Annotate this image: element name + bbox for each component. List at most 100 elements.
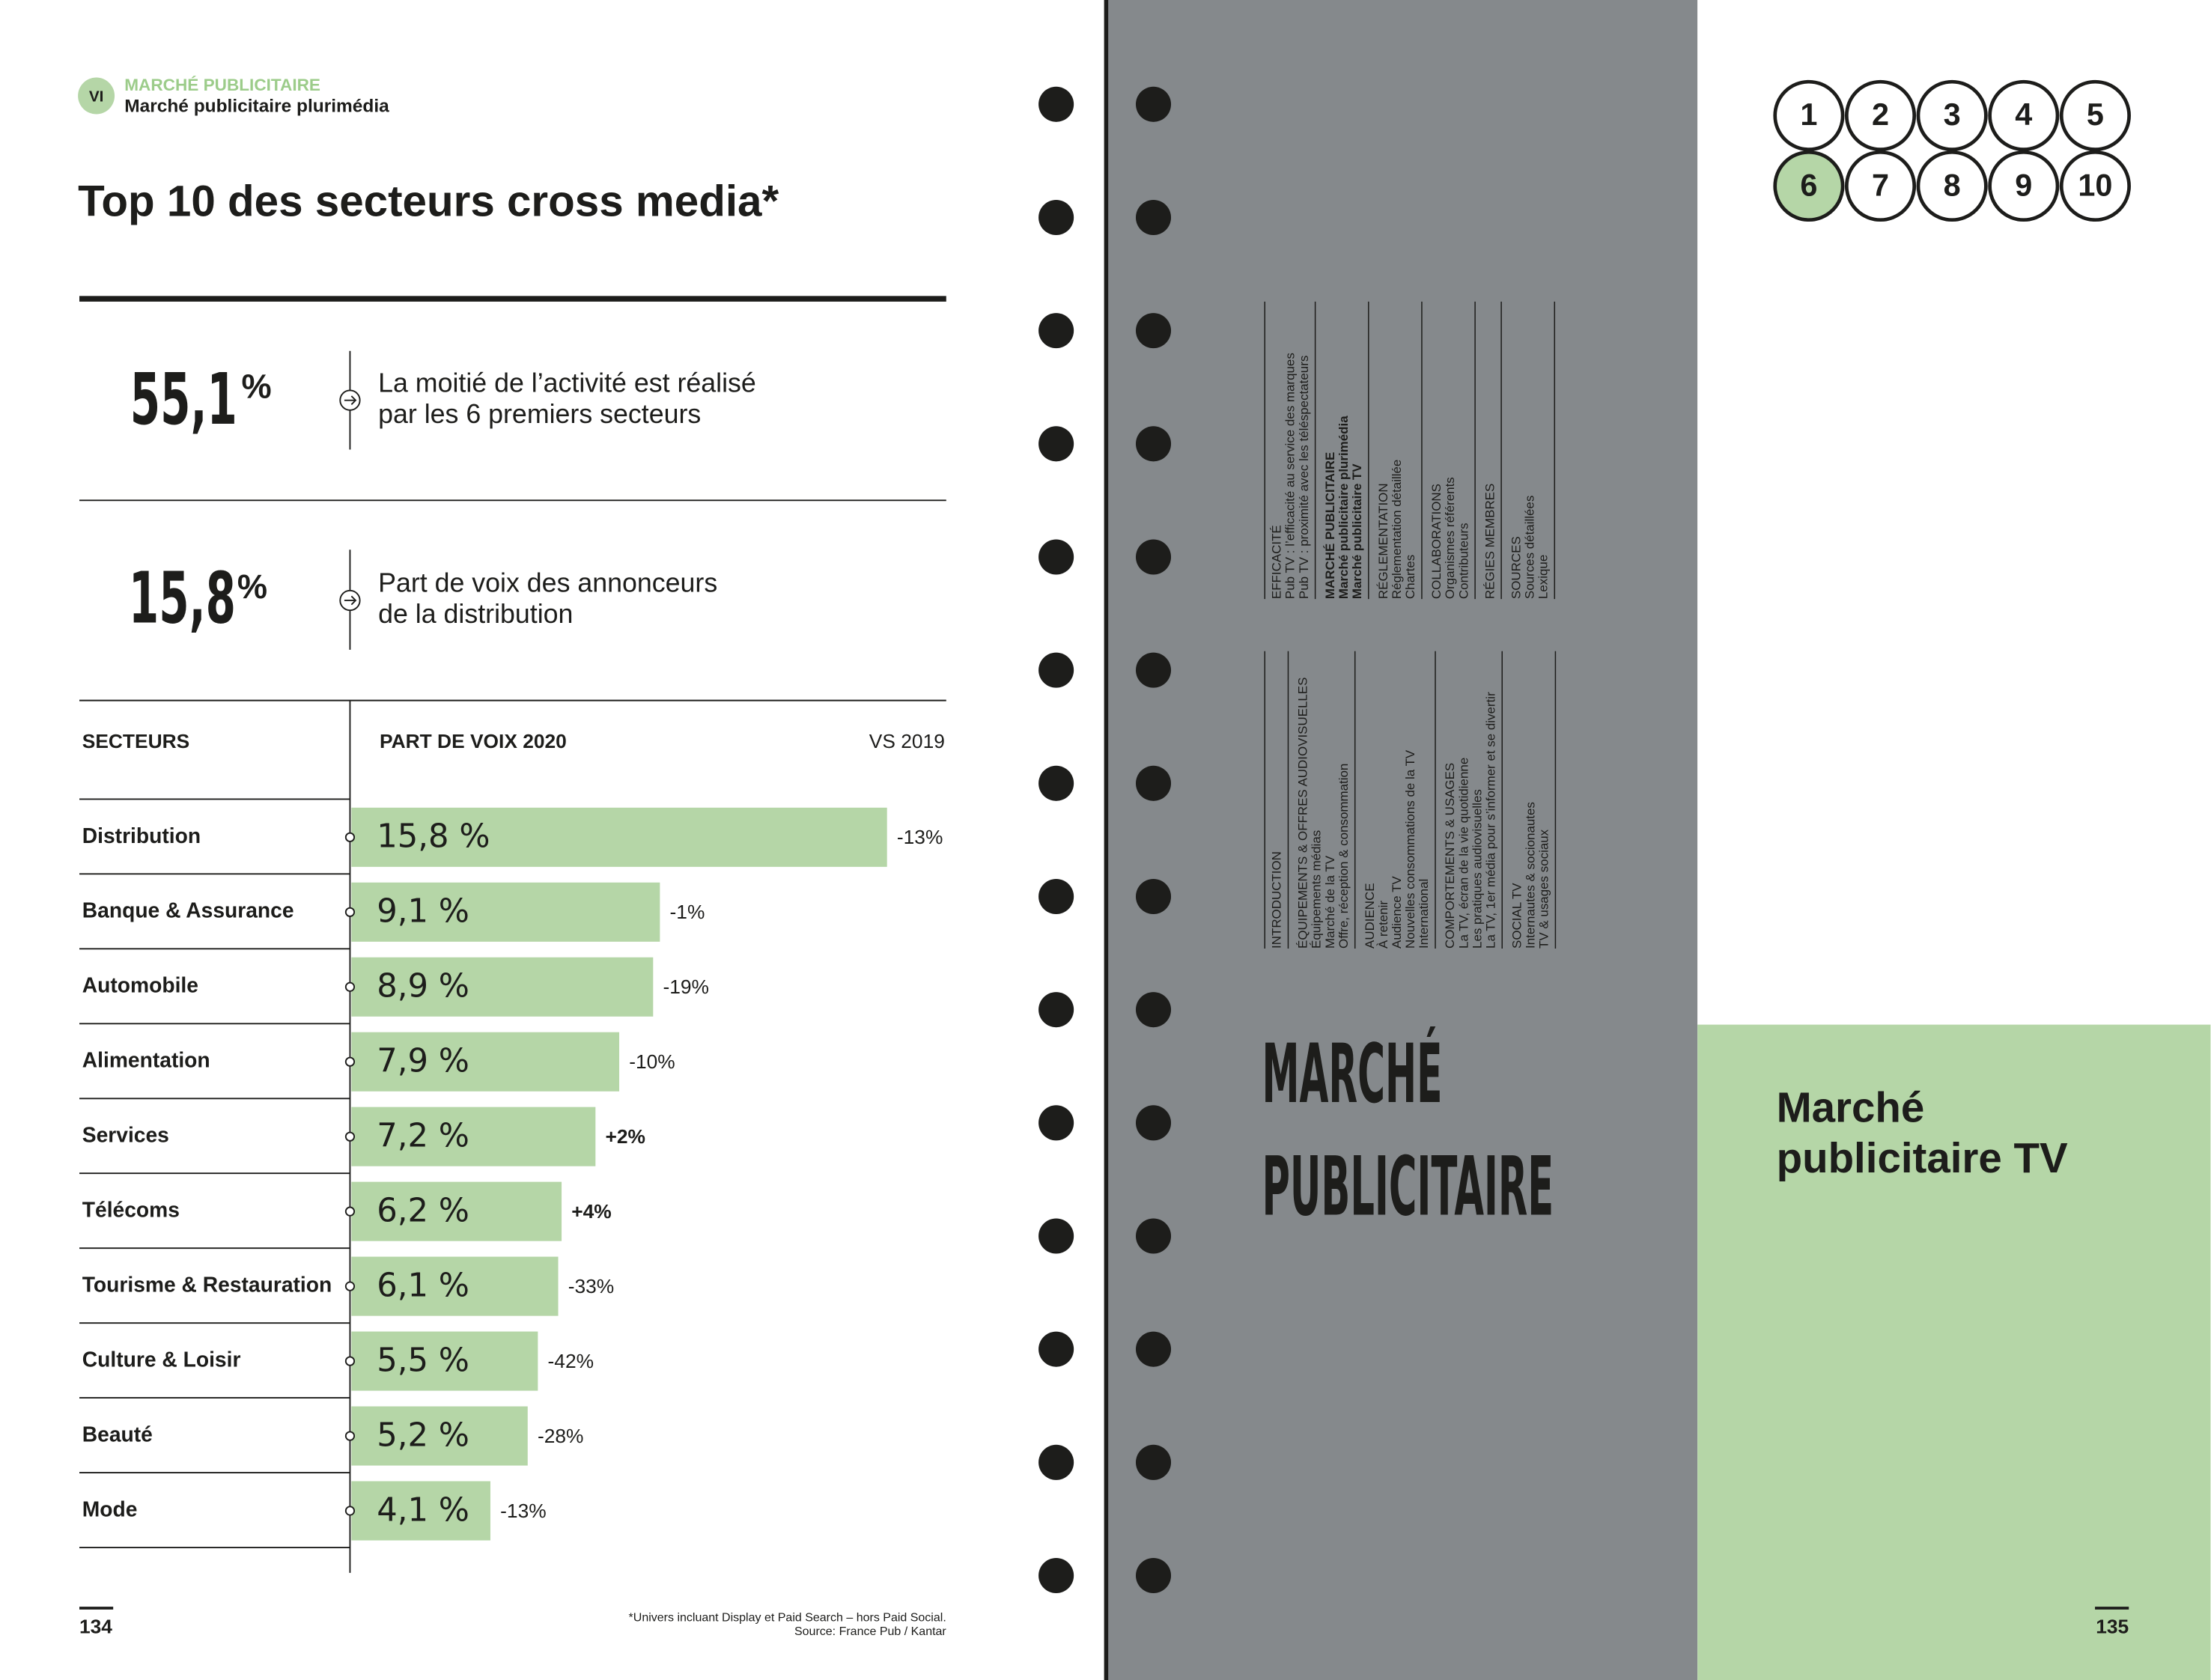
figure-text: de la distribution <box>378 599 573 629</box>
toc-entry: Internautes & socionautes <box>1523 802 1537 949</box>
binding-hole <box>1135 878 1172 915</box>
toc-entry: La TV, 1er média pour s’informer et se d… <box>1483 692 1497 949</box>
footnote: Source: France Pub / Kantar <box>794 1625 946 1638</box>
toc-entry: Équipements médias <box>1310 830 1324 949</box>
binding-hole <box>1135 1557 1172 1594</box>
binding-hole <box>1135 1105 1172 1141</box>
chapter-number: 1 <box>1800 97 1817 132</box>
figure-text: La moitié de l’activité est réalisé <box>378 368 756 398</box>
toc-entry: Audience TV <box>1390 876 1404 949</box>
binding-hole <box>1135 86 1172 122</box>
panel-title: publicitaire TV <box>1777 1134 2068 1181</box>
chapter-button <box>1773 150 1845 222</box>
value-label: 7,9 % <box>377 1043 469 1080</box>
page-number-rule <box>79 1607 114 1610</box>
change-label: -13% <box>500 1500 547 1522</box>
title-rule <box>79 296 946 302</box>
toc-entry: Marché publicitaire plurimédia <box>1336 416 1351 599</box>
change-label: -28% <box>538 1425 584 1447</box>
figure-text: par les 6 premiers secteurs <box>378 399 701 429</box>
toc-entry: Marché publicitaire TV <box>1350 463 1364 599</box>
chapter-number: 6 <box>1800 168 1817 202</box>
value-label: 6,1 % <box>377 1267 469 1304</box>
change-label: -19% <box>663 976 709 998</box>
toc-entry: MARCHÉ PUBLICITAIRE <box>1323 452 1337 599</box>
change-label: -33% <box>568 1275 615 1297</box>
toc-entry: Pub TV : proximité avec les téléspectate… <box>1297 356 1311 599</box>
toc-entry: Contributeurs <box>1456 523 1471 599</box>
category-label: Tourisme & Restauration <box>82 1273 332 1297</box>
chapter-number: 7 <box>1872 168 1889 202</box>
bar <box>351 1107 596 1166</box>
row-dot <box>344 1131 356 1142</box>
value-label: 8,9 % <box>377 968 469 1005</box>
row-dot <box>344 981 356 992</box>
bar <box>351 1481 490 1541</box>
chapter-number: 3 <box>1944 97 1961 132</box>
binding-hole <box>1135 652 1172 688</box>
binding-hole <box>1038 878 1074 915</box>
row-dot <box>344 1056 356 1067</box>
category-label: Culture & Loisir <box>82 1348 241 1372</box>
binding-hole <box>1135 1444 1172 1480</box>
section-badge <box>78 77 115 115</box>
chapter-button <box>1844 150 1917 222</box>
value-label: 5,5 % <box>377 1342 469 1379</box>
binding-hole <box>1038 1444 1074 1480</box>
binding-hole <box>1038 1218 1074 1254</box>
chapter-number: 5 <box>2087 97 2104 132</box>
arrow-icon <box>344 395 357 405</box>
binding-hole <box>1038 1331 1074 1367</box>
figure-text: Part de voix des annonceurs <box>378 568 717 598</box>
bar <box>351 1331 538 1391</box>
toc-entry: TV & usages sociaux <box>1537 829 1551 949</box>
toc-entry: SOURCES <box>1509 536 1523 599</box>
page-edge <box>1104 0 1109 1680</box>
value-label: 7,2 % <box>377 1118 469 1155</box>
binding-hole <box>1038 313 1074 349</box>
subsection-label: Marché publicitaire plurimédia <box>124 97 389 117</box>
category-label: Banque & Assurance <box>82 898 294 922</box>
chapter-button <box>1844 79 1917 151</box>
toc-entry: International <box>1417 879 1431 949</box>
binding-hole <box>1135 426 1172 462</box>
row-dot <box>344 1431 356 1441</box>
bar <box>351 1032 620 1092</box>
toc-entry: Chartes <box>1403 555 1417 599</box>
toc-entry: Marché de la TV <box>1323 855 1337 949</box>
binding-hole <box>1038 86 1074 122</box>
bar <box>351 1406 528 1466</box>
binding-hole <box>1038 199 1074 236</box>
category-label: Automobile <box>82 973 198 997</box>
chapter-button <box>2059 79 2131 151</box>
toc-entry: Organismes référents <box>1443 477 1457 599</box>
toc-entry: Sources détaillées <box>1522 496 1536 599</box>
figure-unit: % <box>241 368 271 406</box>
toc-entry: Pub TV : l’efficacité au service des mar… <box>1283 353 1298 599</box>
divider-tab <box>1108 0 1698 1680</box>
chapter-number: 2 <box>1872 97 1889 132</box>
bar <box>351 807 887 867</box>
figure-unit: % <box>237 567 267 606</box>
column-header: VS 2019 <box>869 730 945 752</box>
toc-entry: Réglementation détaillée <box>1390 460 1404 599</box>
change-label: -13% <box>897 826 943 848</box>
chapter-button <box>1988 150 2060 222</box>
toc-entry: RÉGIES MEMBRES <box>1482 484 1497 599</box>
value-label: 6,2 % <box>377 1193 469 1230</box>
change-label: -1% <box>670 901 705 923</box>
value-label: 15,8 % <box>377 818 490 856</box>
section-title: MARCHÉ <box>1262 1026 1442 1121</box>
row-dot <box>344 832 356 842</box>
arrow-icon <box>344 595 357 606</box>
key-figure: 15,8 % Part de voix des annonceurs de la… <box>129 550 717 650</box>
row-dot <box>344 1206 356 1217</box>
figure-value: 15,8 <box>129 559 236 640</box>
toc-entry: Les pratiques audiovisuelles <box>1470 789 1484 949</box>
binding-hole <box>1038 426 1074 462</box>
page-number-rule <box>2095 1607 2129 1610</box>
toc-entry: Offre, réception & consommation <box>1336 764 1351 949</box>
toc-entry: RÉGLEMENTATION <box>1376 483 1390 599</box>
toc-entry: À retenir <box>1376 901 1390 949</box>
